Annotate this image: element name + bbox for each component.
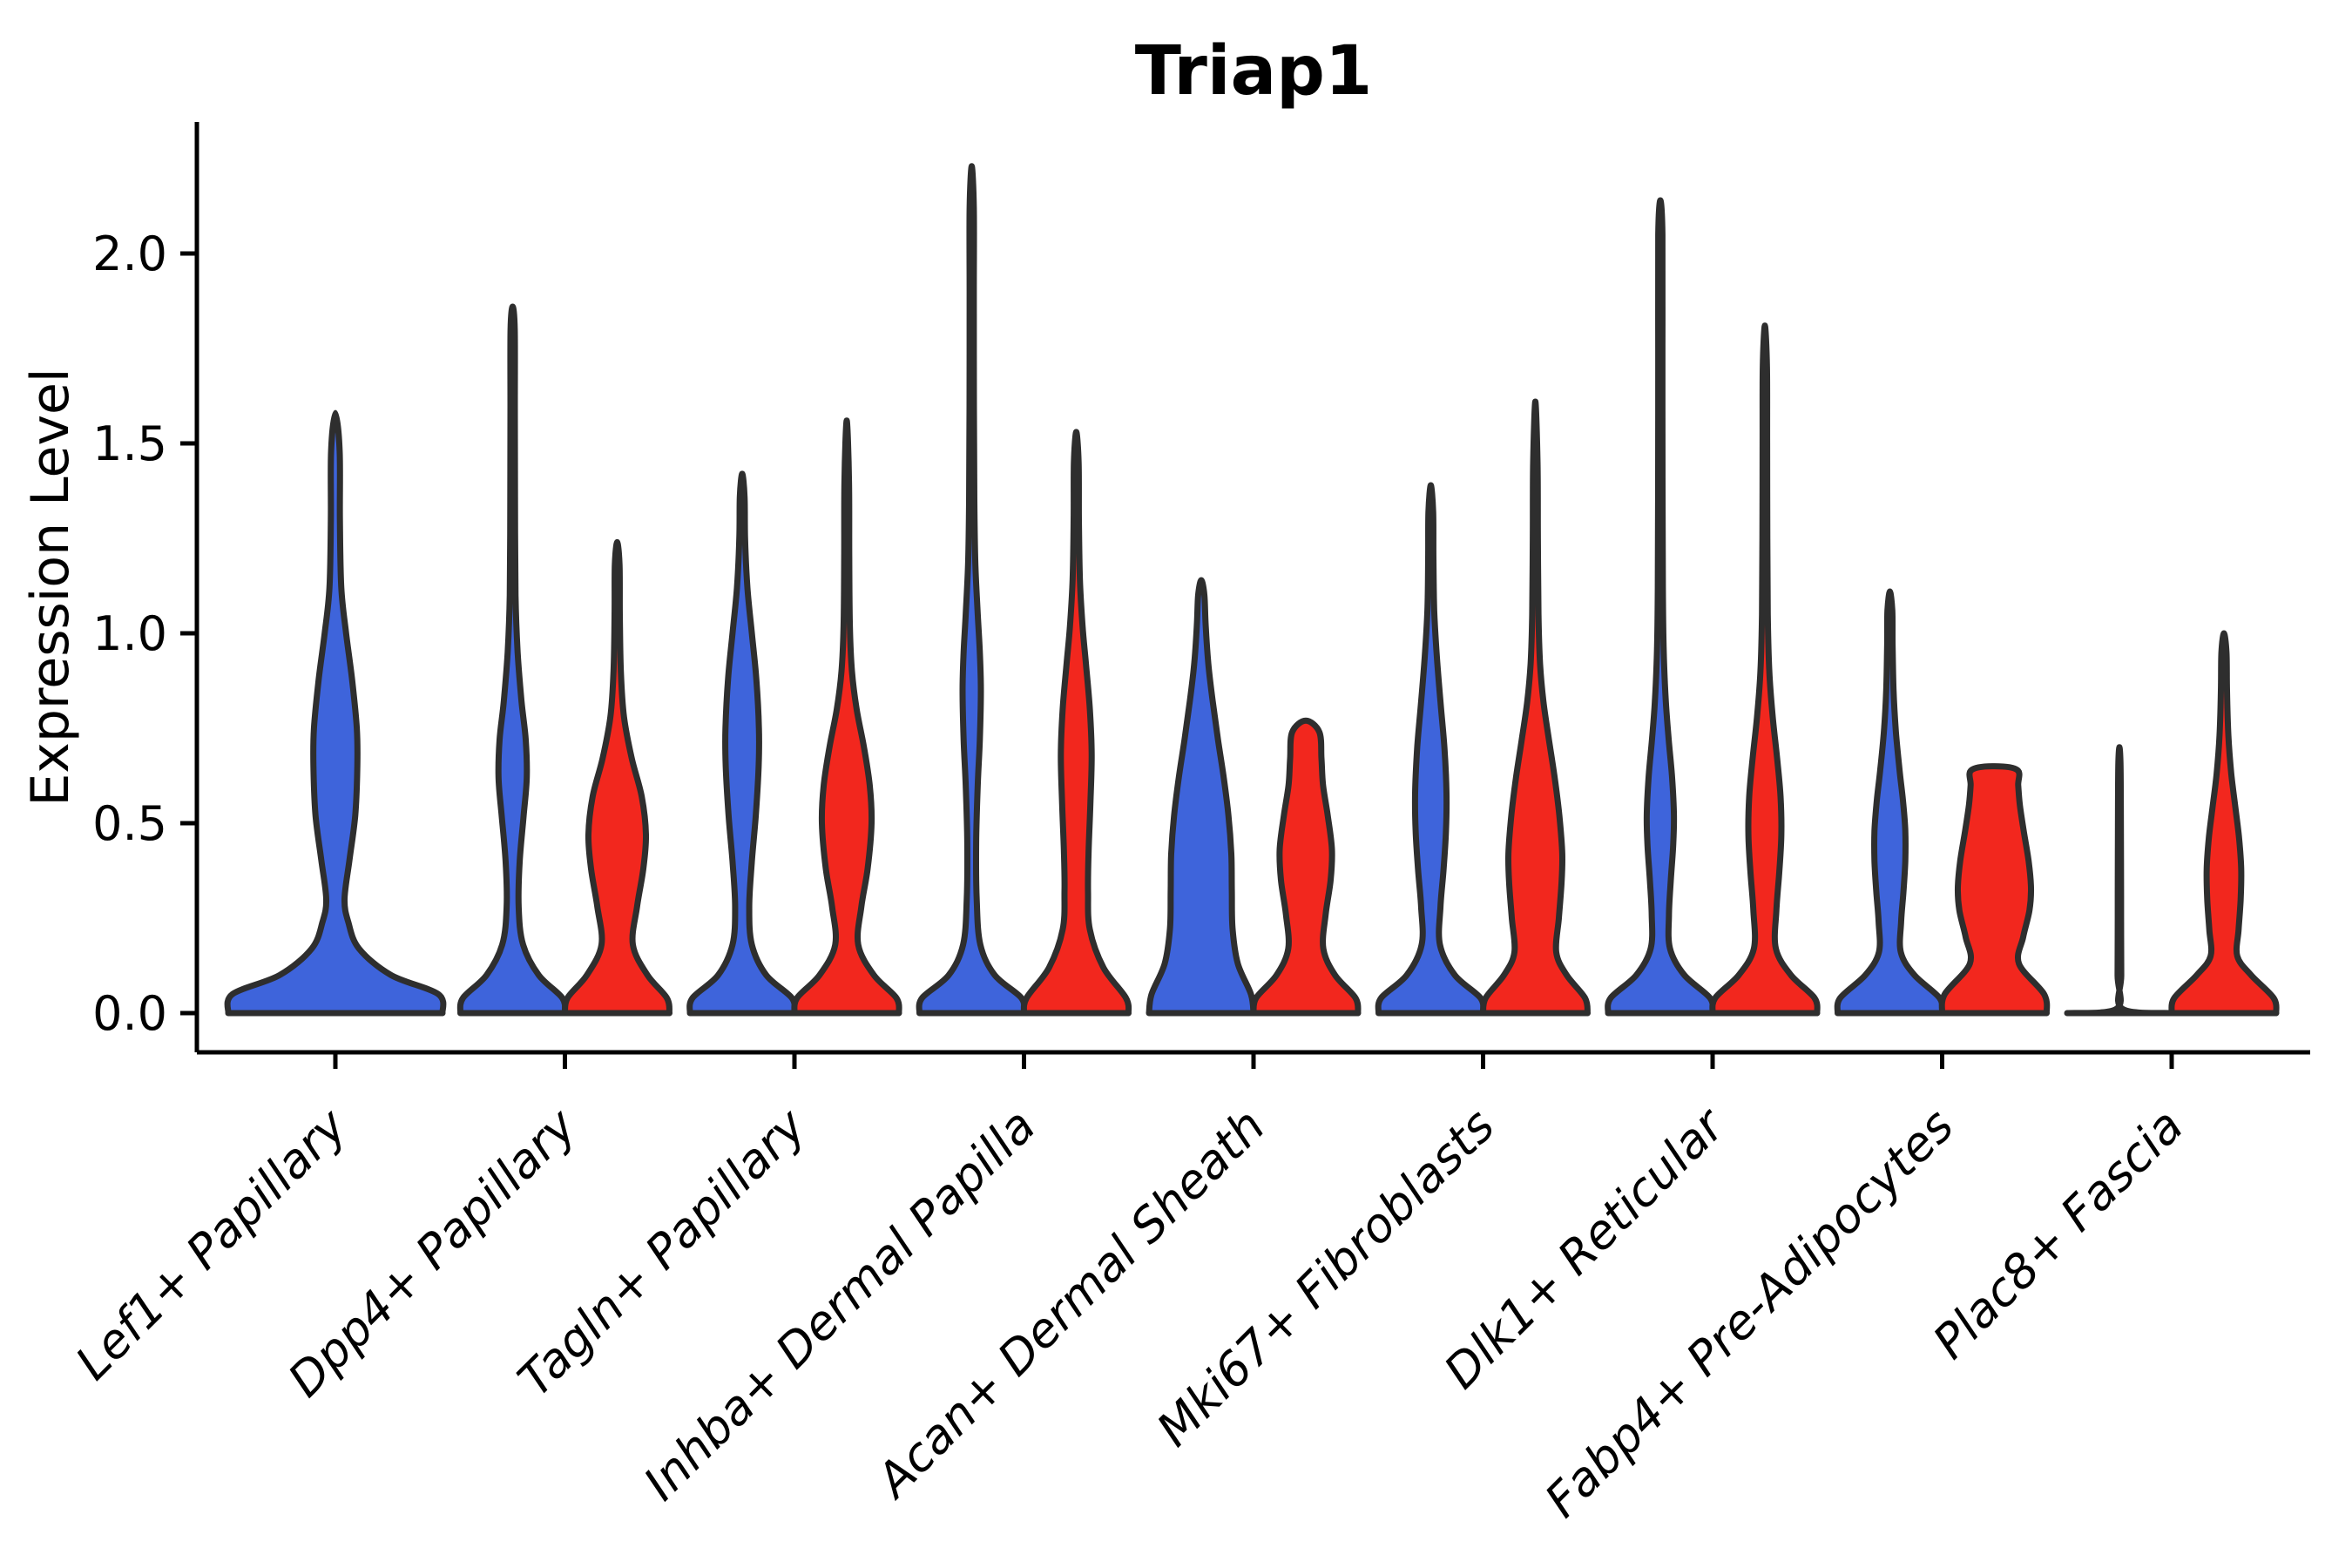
y-tick-label: 0.5 [92, 796, 167, 851]
violin-fabp4-pre-adipocytes-blue [1834, 588, 1946, 1017]
violin-dlk1-reticular-red [1709, 322, 1821, 1017]
y-axis-ticks: 0.0 0.5 1.0 1.5 2.0 [92, 226, 197, 1041]
y-axis-label: Expression Level [20, 368, 81, 806]
violin-tagln-papillary-blue [686, 470, 798, 1017]
violin-inhba-dermal-papilla-red [1020, 429, 1132, 1017]
violin-mki67-fibroblasts-blue [1375, 482, 1487, 1017]
violin-tagln-papillary-red [791, 417, 902, 1017]
violin-plac8-fascia-blue [2064, 744, 2175, 1017]
y-tick-label: 1.5 [92, 416, 167, 471]
violin-dpp4-papillary-blue [456, 303, 569, 1017]
chart-title: Triap1 [1135, 32, 1373, 111]
y-tick-label: 1.0 [92, 606, 167, 661]
violin-dlk1-reticular-blue [1605, 197, 1716, 1017]
x-axis-ticks: Lef1+ Papillary Dpp4+ Papillary Tagln+ P… [65, 1052, 2193, 1528]
violin-plac8-fascia-red [2168, 630, 2280, 1017]
x-tick-label: Fabp4+ Pre-Adipocytes [1534, 1098, 1963, 1528]
violins-layer [224, 163, 2280, 1017]
x-tick-label: Plac8+ Fascia [1923, 1098, 2193, 1369]
violin-lef1-papillary-blue [224, 409, 447, 1017]
violin-inhba-dermal-papilla-blue [916, 163, 1028, 1017]
violin-fabp4-pre-adipocytes-red [1938, 763, 2051, 1017]
violin-mki67-fibroblasts-red [1480, 398, 1591, 1017]
x-tick-label: Acan+ Dermal Sheath [864, 1098, 1275, 1510]
violin-dpp4-papillary-red [562, 538, 672, 1017]
y-tick-label: 0.0 [92, 986, 167, 1041]
y-tick-label: 2.0 [92, 226, 167, 281]
violin-acan-dermal-sheath-red [1250, 717, 1362, 1017]
violin-acan-dermal-sheath-blue [1146, 577, 1257, 1017]
x-tick-label: Inhba+ Dermal Papilla [633, 1098, 1046, 1511]
